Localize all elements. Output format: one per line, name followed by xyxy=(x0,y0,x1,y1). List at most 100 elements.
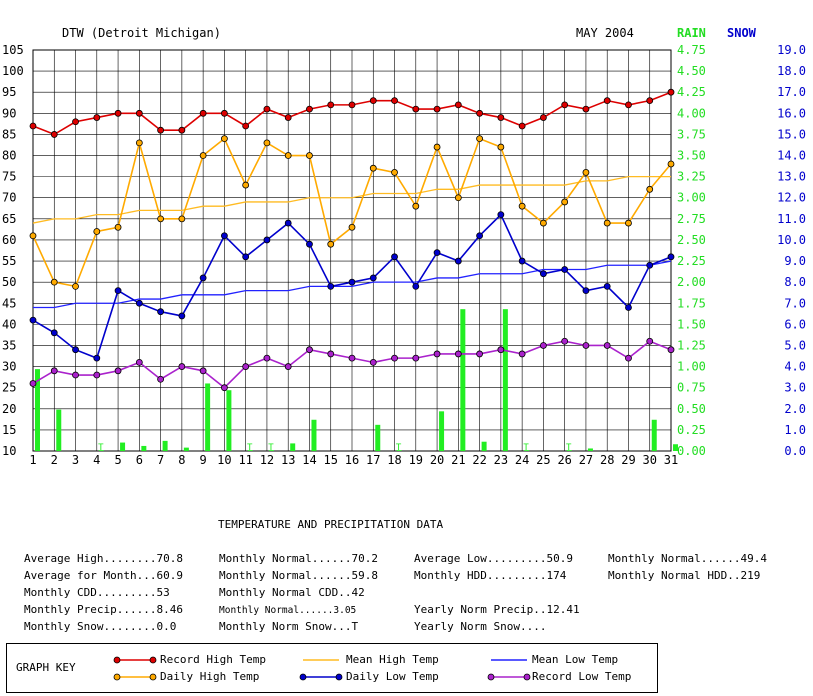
point-record-high xyxy=(348,101,356,109)
point-daily-high xyxy=(284,152,292,159)
x-tick-label: 5 xyxy=(114,453,121,467)
point-daily-low xyxy=(157,308,165,316)
point-record-high xyxy=(135,109,143,117)
x-tick-label: 31 xyxy=(664,453,678,467)
trace-mark: T xyxy=(566,443,572,453)
point-daily-high xyxy=(412,202,420,210)
point-daily-low xyxy=(242,253,250,261)
x-tick-label: 16 xyxy=(345,453,359,467)
point-record-low xyxy=(497,346,505,354)
point-record-low xyxy=(561,337,569,345)
weather-chart: DTW (Detroit Michigan) MAY 2004 RAIN SNOW10… xyxy=(2,26,806,467)
snow-tick-label: 9.0 xyxy=(784,254,806,268)
point-daily-low xyxy=(603,282,611,290)
point-daily-high xyxy=(476,135,484,143)
summary-r0c0: Average High........70.8 xyxy=(24,552,183,565)
precip-bar xyxy=(35,369,40,451)
x-tick-label: 24 xyxy=(515,453,529,467)
point-daily-high xyxy=(327,240,335,248)
station-title: DTW (Detroit Michigan) xyxy=(62,26,221,40)
rain-tick-label: 1.00 xyxy=(677,360,706,374)
rain-tick-label: 0.75 xyxy=(677,381,706,395)
point-record-high xyxy=(263,105,271,113)
summary-r3c2: Yearly Norm Precip..12.41 xyxy=(414,603,580,616)
point-record-low xyxy=(433,350,441,358)
snow-tick-label: 13.0 xyxy=(777,170,806,184)
rain-tick-label: 2.75 xyxy=(677,212,706,226)
point-daily-low xyxy=(391,253,398,261)
trace-mark: T xyxy=(268,443,274,453)
point-record-low xyxy=(93,371,101,379)
point-daily-high xyxy=(29,232,37,240)
y-tick-label: 40 xyxy=(2,317,16,331)
point-record-high xyxy=(50,131,58,138)
point-daily-low xyxy=(263,236,271,244)
point-daily-high xyxy=(391,169,398,176)
precip-bar xyxy=(162,440,168,451)
point-record-high xyxy=(454,101,462,109)
point-daily-low xyxy=(561,266,569,273)
x-tick-label: 12 xyxy=(260,453,274,467)
point-record-high xyxy=(497,114,505,121)
point-daily-high xyxy=(93,228,101,235)
point-daily-high xyxy=(242,181,250,189)
point-record-low xyxy=(327,350,335,358)
point-daily-low xyxy=(348,278,356,286)
summary-r1c3: Monthly Normal HDD..219 xyxy=(608,569,761,582)
rain-tick-label: 2.25 xyxy=(677,254,706,268)
graph-key-swatches xyxy=(113,656,531,681)
rain-tick-label: 1.25 xyxy=(677,338,706,352)
point-record-low xyxy=(50,367,58,375)
summary-r3c0: Monthly Precip......8.46 xyxy=(24,603,183,616)
rain-tick-label: 4.75 xyxy=(677,43,706,57)
rain-tick-label: 2.50 xyxy=(677,233,706,247)
point-daily-high xyxy=(50,278,58,286)
rain-tick-label: 3.75 xyxy=(677,127,706,141)
precip-bar xyxy=(247,450,253,451)
point-daily-low xyxy=(114,287,122,295)
point-record-low xyxy=(540,342,547,349)
point-record-high xyxy=(518,122,526,130)
key-label-daily-low: Daily Low Temp xyxy=(346,670,439,683)
y-tick-label: 95 xyxy=(2,85,16,99)
x-tick-label: 11 xyxy=(238,453,252,467)
trace-mark: T xyxy=(396,443,402,453)
x-tick-label: 8 xyxy=(178,453,185,467)
snow-tick-label: 15.0 xyxy=(777,127,806,141)
point-daily-low xyxy=(646,261,654,269)
key-marker-daily-low xyxy=(335,673,343,681)
point-daily-low xyxy=(29,316,37,324)
point-daily-high xyxy=(199,152,207,159)
x-tick-label: 1 xyxy=(29,453,36,467)
point-record-low xyxy=(518,350,526,358)
point-daily-high xyxy=(135,139,143,147)
point-record-low xyxy=(199,367,207,375)
point-daily-high xyxy=(263,139,271,147)
summary-title: TEMPERATURE AND PRECIPITATION DATA xyxy=(218,518,444,531)
graph-key: GRAPH KEY Record High Temp Mean High Tem… xyxy=(6,643,658,693)
point-record-low xyxy=(306,346,313,354)
precip-bar xyxy=(183,447,189,451)
x-tick-label: 26 xyxy=(557,453,571,467)
point-daily-high xyxy=(561,198,569,206)
precip-bar xyxy=(205,383,211,451)
point-record-high xyxy=(242,122,250,130)
rain-tick-label: 0.00 xyxy=(677,444,706,458)
key-marker-record-high xyxy=(113,656,121,664)
summary-r2c0: Monthly CDD.........53 xyxy=(24,586,170,599)
point-daily-low xyxy=(327,282,335,290)
snow-tick-label: 12.0 xyxy=(777,191,806,205)
point-daily-low xyxy=(306,240,313,248)
point-record-low xyxy=(114,367,122,375)
point-daily-low xyxy=(476,232,484,240)
rain-tick-label: 0.50 xyxy=(677,402,706,416)
rain-tick-label: 4.00 xyxy=(677,106,706,120)
point-daily-high xyxy=(518,202,526,210)
precip-bar xyxy=(290,443,296,451)
rain-tick-label: 0.25 xyxy=(677,423,706,437)
point-record-high xyxy=(603,97,611,105)
point-daily-high xyxy=(667,160,675,168)
point-daily-low xyxy=(667,253,675,261)
precip-bar xyxy=(439,411,445,451)
point-record-high xyxy=(306,105,313,113)
